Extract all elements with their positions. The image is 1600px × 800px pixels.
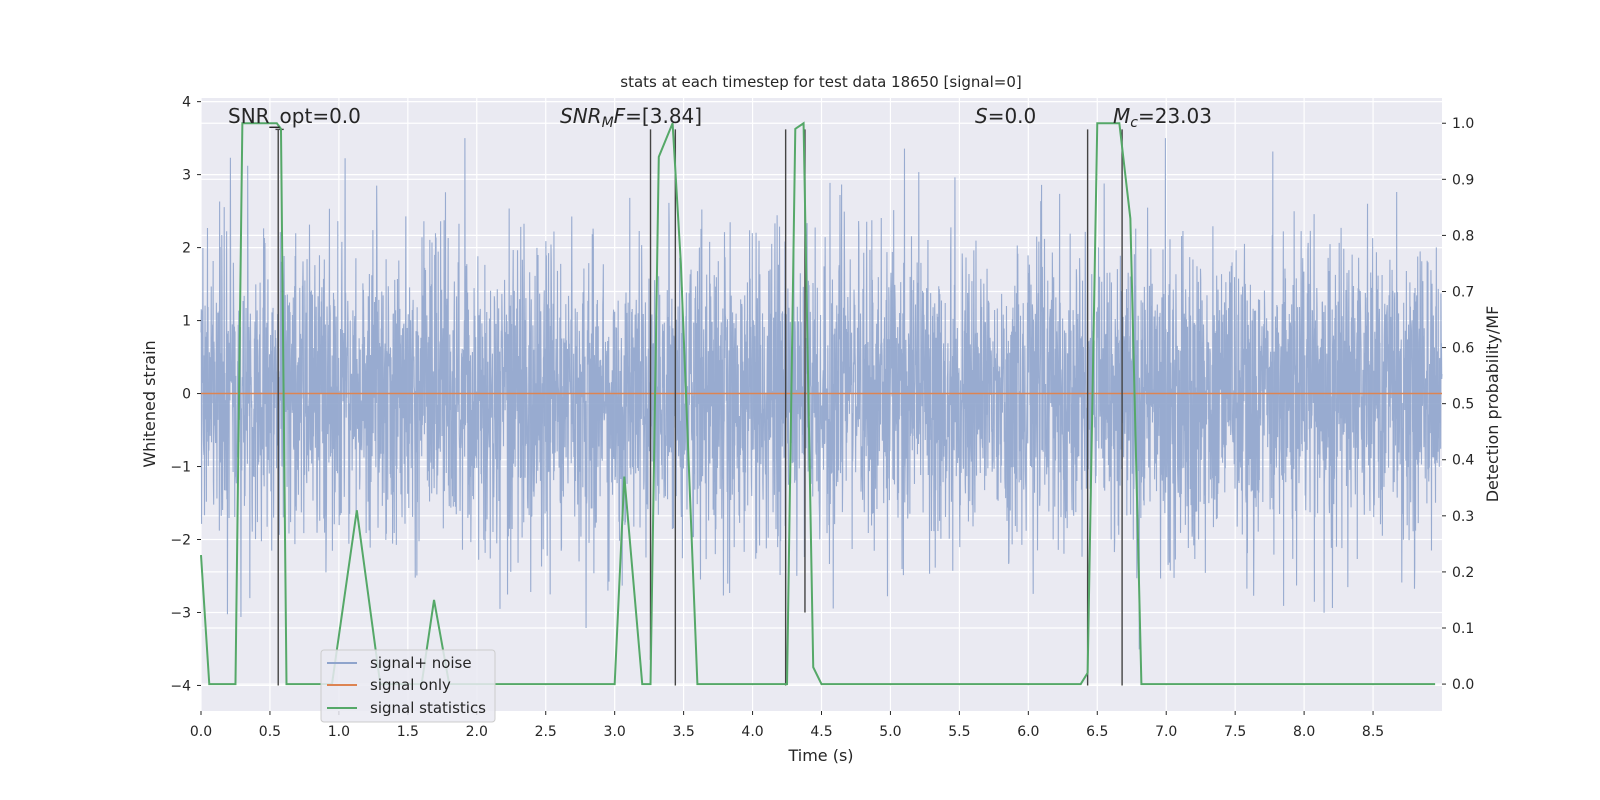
annotation-mc-value: =23.03 (1138, 104, 1212, 128)
y-tick-label: −4 (170, 678, 191, 694)
x-tick-label: 2.0 (466, 724, 488, 740)
noise-layer (200, 138, 1443, 650)
annotation-snr-mf-value: =[3.84] (625, 104, 702, 128)
x-tick-label: 1.5 (397, 724, 419, 740)
legend-label-signal-noise: signal+ noise (370, 654, 472, 672)
y-tick-label: 1 (182, 314, 191, 330)
legend-label-signal-only: signal only (370, 676, 451, 694)
chart-title: stats at each timestep for test data 186… (620, 73, 1021, 91)
x-tick-label: 6.0 (1017, 724, 1039, 740)
y2-tick-label: 0.3 (1452, 509, 1474, 525)
x-tick-label: 3.5 (672, 724, 694, 740)
y-tick-label: 3 (182, 168, 191, 184)
x-tick-label: 7.5 (1224, 724, 1246, 740)
x-tick-label: 4.5 (810, 724, 832, 740)
vertical-marker-layer (275, 128, 1123, 686)
y-tick-label: −3 (170, 605, 191, 621)
annotation-snr-mf-subscript: M (602, 115, 614, 131)
signal-statistics-layer (200, 121, 1436, 686)
y-tick-label: 4 (182, 95, 191, 111)
annotation-snr-mf-italic2: F (614, 104, 626, 128)
x-tick-label: 3.0 (604, 724, 626, 740)
annotation-mc-subscript: c (1130, 115, 1138, 131)
y2-tick-label: 1.0 (1452, 116, 1474, 132)
annotation-mc-italic: M (1113, 104, 1130, 128)
y2-tick-label: 0.4 (1452, 453, 1474, 469)
y2-tick-label: 0.9 (1452, 172, 1474, 188)
y-tick-label: 2 (182, 241, 191, 257)
series-signal-statistics (200, 121, 1436, 686)
x-tick-label: 6.5 (1086, 724, 1108, 740)
x-axis-label: Time (s) (787, 746, 853, 765)
annotation-snr-mf-italic: SNR (560, 104, 602, 128)
annotation-snr-mf: SNRMF=[3.84] (560, 104, 702, 131)
y-tick-label: −2 (170, 533, 191, 549)
x-tick-label: 0.0 (190, 724, 212, 740)
y2-tick-label: 0.5 (1452, 397, 1474, 413)
y2-tick-label: 0.0 (1452, 677, 1474, 693)
annotation-snr-opt: SNR_opt=0.0 (228, 104, 361, 128)
x-tick-label: 8.5 (1362, 724, 1384, 740)
x-tick-label: 7.0 (1155, 724, 1177, 740)
y2-tick-label: 0.8 (1452, 228, 1474, 244)
y2-tick-label: 0.7 (1452, 284, 1474, 300)
legend-box (320, 649, 496, 723)
x-tick-label: 4.0 (741, 724, 763, 740)
x-tick-label: 0.5 (259, 724, 281, 740)
grid-layer (200, 98, 1442, 711)
annotation-s-italic: S (975, 104, 988, 128)
y2-axis-label: Detection probability/MF (1483, 306, 1502, 503)
annotation-s: S=0.0 (975, 104, 1036, 128)
annotation-mc: Mc=23.03 (1113, 104, 1212, 131)
y2-tick-label: 0.1 (1452, 621, 1474, 637)
annotation-s-value: =0.0 (988, 104, 1037, 128)
x-tick-label: 8.0 (1293, 724, 1315, 740)
y-tick-label: 0 (182, 387, 191, 403)
x-tick-label: 1.0 (328, 724, 350, 740)
x-tick-label: 2.5 (535, 724, 557, 740)
axis-tick-layer: 0.0 0.5 1.0 1.5 2.0 2.5 3.0 3.5 4.0 4.5 5.0 5.5 6.0 6… (170, 95, 1474, 740)
legend: signal+ noise signal only signal statist… (320, 649, 496, 723)
x-tick-label: 5.0 (879, 724, 901, 740)
y2-tick-label: 0.6 (1452, 341, 1474, 357)
series-signal-noise (200, 138, 1443, 650)
y2-tick-label: 0.2 (1452, 565, 1474, 581)
x-tick-label: 5.5 (948, 724, 970, 740)
legend-label-signal-statistics: signal statistics (370, 699, 486, 717)
y-axis-label: Whitened strain (140, 340, 159, 467)
y-tick-label: −1 (170, 460, 191, 476)
